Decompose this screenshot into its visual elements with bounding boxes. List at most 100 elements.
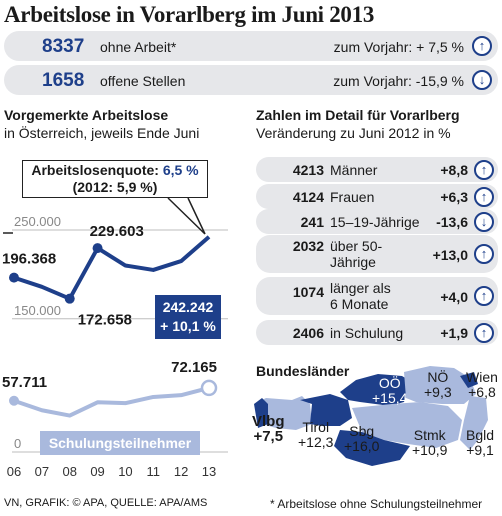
detail-change: -13,6 (436, 214, 468, 230)
map-state-value: +9,3 (424, 384, 452, 400)
detail-change: +4,0 (440, 289, 468, 305)
y-tick-label: 0 (14, 436, 21, 451)
map-state-name: NÖ (427, 369, 449, 385)
callout-value: 6,5 % (162, 162, 199, 178)
map-state-name: Ktn (395, 459, 417, 475)
summary-change: zum Vorjahr: + 7,5 % (333, 39, 464, 55)
data-label: 172.658 (78, 312, 132, 329)
detail-subheading: Veränderung zu Juni 2012 in % (256, 125, 451, 141)
footer-note: * Arbeitslose ohne Schulungsteilnehmer (270, 497, 483, 511)
detail-change: +13,0 (432, 247, 468, 263)
detail-heading: Zahlen im Detail für Vorarlberg (256, 107, 460, 123)
x-tick-label: 09 (90, 464, 104, 479)
callout-pointer (167, 197, 206, 235)
detail-value: 4124 (292, 189, 324, 205)
arrow-down-icon: ↓ (474, 212, 494, 232)
arrow-up-icon: ↑ (474, 160, 494, 180)
detail-label-line: über 50- (330, 238, 383, 254)
summary-value: 1658 (42, 70, 85, 91)
map-label-sbg: Sbg +16,0 (344, 424, 379, 454)
map-label-wien: Wien +6,8 (466, 370, 498, 400)
detail-label-line: 6 Monate (330, 296, 389, 312)
map-state-value: +7,5 (253, 428, 284, 445)
detail-change: +1,9 (440, 325, 468, 341)
detail-row: 2406 in Schulung +1,9 ↑ (256, 320, 498, 345)
map-label-vlbg: Vlbg +7,5 (252, 414, 285, 444)
detail-change: +8,8 (440, 162, 468, 178)
detail-row: 4213 Männer +8,8 ↑ (256, 157, 498, 182)
map-state-value: +10,9 (412, 442, 448, 458)
detail-label: über 50- Jährige (330, 238, 382, 270)
detail-label: Frauen (330, 189, 375, 205)
left-subheading: in Österreich, jeweils Ende Juni (4, 125, 200, 141)
x-tick-label: 13 (202, 464, 216, 479)
arrow-up-icon: ↑ (474, 187, 494, 207)
left-heading: Vorgemerkte Arbeitslose (4, 107, 169, 123)
detail-change: +6,3 (440, 189, 468, 205)
data-label: 57.711 (2, 374, 47, 391)
map-state-value: +15,2 (388, 474, 424, 490)
summary-row-unemployed: 8337 ohne Arbeit* zum Vorjahr: + 7,5 % ↑ (4, 31, 498, 61)
series-line-unemployed (13, 235, 211, 301)
x-tick-label: 10 (118, 464, 132, 479)
map-state-name: OÖ (378, 375, 401, 391)
detail-row: 2032 über 50- Jährige +13,0 ↑ (256, 235, 498, 273)
callout-label: Arbeitslosenquote: (31, 162, 159, 178)
map-label-noe: NÖ +9,3 (424, 370, 452, 400)
arrow-up-icon: ↑ (474, 323, 494, 343)
data-point (9, 395, 19, 406)
arrow-down-icon: ↓ (472, 70, 492, 90)
summary-label: offene Stellen (100, 73, 186, 89)
map-state-value: +9,1 (466, 442, 494, 458)
footer-credit: VN, GRAFIK: © APA, QUELLE: APA/AMS (4, 497, 208, 509)
data-label: 229.603 (90, 223, 144, 240)
x-tick-label: 07 (35, 464, 49, 479)
arrow-up-icon: ↑ (474, 244, 494, 264)
detail-label-line: Jährige (330, 254, 376, 270)
detail-label: in Schulung (330, 325, 404, 341)
map-state-name: Tirol (302, 419, 330, 435)
detail-label: 15–19-Jährige (330, 214, 420, 230)
data-point (64, 293, 75, 304)
highlight-value: 242.242 (162, 299, 214, 315)
y-tick-label: 250.000 (14, 214, 61, 229)
summary-value: 8337 (42, 36, 85, 57)
detail-value: 2406 (292, 325, 324, 341)
data-label: 72.165 (171, 359, 217, 376)
map-label-ooe: OÖ +15,4 (372, 376, 407, 406)
map-state-value: +15,4 (372, 390, 408, 406)
x-tick-label: 06 (7, 464, 21, 479)
rate-callout: Arbeitslosenquote: 6,5 % (2012: 5,9 %) (22, 160, 208, 198)
detail-value: 1074 (292, 284, 324, 300)
map-state-value: +16,0 (344, 438, 380, 454)
highlight-change: + 10,1 % (160, 318, 216, 334)
x-tick-label: 08 (62, 464, 76, 479)
highlight-box: 242.242 + 10,1 % (155, 295, 221, 339)
arrow-up-icon: ↑ (472, 36, 492, 56)
summary-label: ohne Arbeit* (100, 39, 177, 55)
detail-row: 1074 länger als 6 Monate +4,0 ↑ (256, 277, 498, 315)
map-state-value: +6,8 (468, 384, 496, 400)
map-state-value: +12,3 (298, 434, 334, 450)
summary-row-vacancies: 1658 offene Stellen zum Vorjahr: -15,9 %… (4, 65, 498, 95)
callout-previous: (2012: 5,9 %) (72, 179, 158, 195)
data-label: 196.368 (2, 251, 56, 268)
map-state-name: Bgld (466, 427, 495, 443)
unemployment-chart: 250.000 150.000 0 196.368 172.658 229.603 57.… (2, 214, 228, 479)
map-state-name: Sbg (349, 423, 375, 439)
series-line-training (13, 385, 210, 418)
x-tick-label: 11 (147, 464, 161, 479)
detail-value: 4213 (292, 162, 324, 178)
detail-value: 2032 (292, 238, 324, 254)
detail-row: 4124 Frauen +6,3 ↑ (256, 184, 498, 209)
map-state-name: Wien (466, 369, 498, 385)
map-heading: Bundesländer (256, 363, 350, 379)
data-point (92, 243, 103, 254)
map-label-stmk: Stmk +10,9 (412, 428, 447, 458)
page-title: Arbeitslose in Vorarlberg im Juni 2013 (4, 2, 375, 27)
y-tick-label: 150.000 (14, 303, 61, 318)
series2-label: Schulungsteilnehmer (40, 431, 200, 455)
map-label-tirol: Tirol +12,3 (298, 420, 333, 450)
detail-label: Männer (330, 162, 378, 178)
map-state-name: Vlbg (252, 413, 285, 430)
